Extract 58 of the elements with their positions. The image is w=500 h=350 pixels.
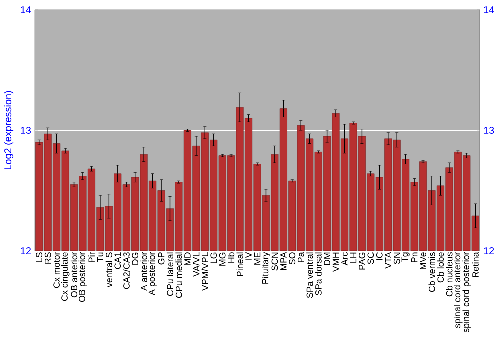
x-tick-label: RS [44,252,52,264]
x-tick-label: VPM/VPL [202,252,208,292]
x-tick-label: Cb lobe [437,252,444,283]
x-tick-label: VMH [332,252,340,272]
x-tick-label: spinal cord posterior [462,252,472,333]
x-tick-label: CA2/CA3 [123,252,130,290]
x-tick-label: Pn [411,252,418,262]
x-tick-label: CPu lateral [166,252,174,296]
x-tick-label: SO [289,252,296,265]
x-tick-label: MD [184,252,191,266]
y2-tick-label: 14 [484,6,494,14]
x-tick-label: A anterior [140,252,148,292]
x-tick-label: OB posterior [78,252,88,302]
x-tick-label: ME [254,252,261,265]
y2-tick-label: 12 [484,248,494,254]
x-tick-label: MPA [280,252,287,270]
x-tick-label: VTA [385,252,392,269]
x-tick-label: Tu [97,252,104,262]
x-tick-label: Pituitary [262,252,270,284]
x-tick-label: LS [36,252,43,262]
y-axis-title: Log2 (expression) [4,91,14,170]
x-tick-label: MVe [420,252,426,270]
x-tick-label: SPa dorsal [315,252,322,296]
y-tick-label: 12 [21,248,31,254]
x-tick-label: ventral S [106,252,112,288]
y-tick-label: 14 [21,6,32,14]
x-tick-label: Pir [88,252,95,262]
x-tick-label: LH [350,252,357,263]
x-tick-label: Pineal [236,252,244,276]
x-tick-label: OB anterior [70,252,78,298]
x-tick-label: Pa [298,252,304,262]
x-tick-label: Cb nucleus [446,252,453,297]
x-tick-label: Hb [228,252,235,263]
y-tick-label: 13 [21,126,32,134]
x-tick-label: Cx cingulate [61,252,70,302]
x-tick-label: SC [368,252,374,264]
y2-tick-label: 13 [484,126,494,134]
x-tick-label: CA1 [114,252,122,270]
x-tick-label: A posterior [148,252,157,296]
x-tick-label: Tg [402,252,410,262]
x-tick-label: PAG [359,252,366,270]
x-tick-label: DG [132,252,139,265]
x-tick-label: Arc [342,252,348,266]
x-tick-label: MG [219,252,226,266]
x-tick-label: IV [246,252,252,260]
x-tick-label: SCN [272,252,278,271]
x-tick-label: Cb vermis [428,252,436,292]
x-tick-label: SPa ventral [306,252,314,298]
x-tick-label: IC [376,252,383,260]
x-tick-label: VA/VL [193,252,200,277]
x-tick-label: DM [324,252,330,266]
x-tick-label: Cx motor [54,252,60,288]
x-tick-label: SN [394,252,400,264]
x-tick-label: LG [210,252,218,264]
x-tick-label: CPu medial [176,252,182,298]
x-tick-label: Retina [472,252,479,278]
x-tick-label: GP [158,252,165,265]
x-tick-label: spinal cord anterior [454,252,462,328]
